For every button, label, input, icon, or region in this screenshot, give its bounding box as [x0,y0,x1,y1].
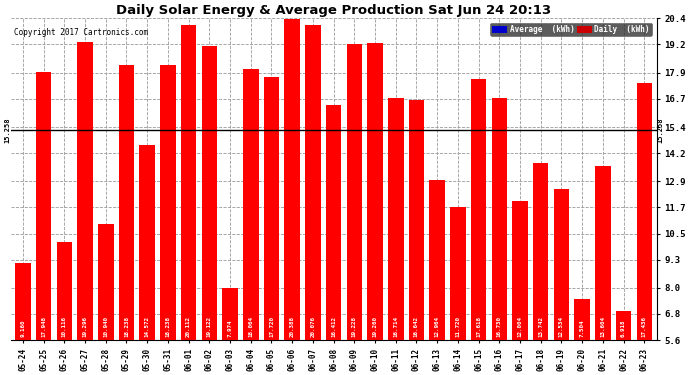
Text: 20.076: 20.076 [310,316,315,337]
Bar [471,79,486,340]
Text: 14.572: 14.572 [145,316,150,337]
Bar [222,288,238,340]
Bar [512,201,528,340]
Bar [119,65,135,340]
Bar [284,19,300,340]
Text: 16.412: 16.412 [331,316,336,337]
Text: 19.122: 19.122 [207,316,212,337]
Bar [181,25,197,340]
Title: Daily Solar Energy & Average Production Sat Jun 24 20:13: Daily Solar Energy & Average Production … [116,4,551,17]
Bar [636,83,652,340]
Bar [429,180,445,340]
Text: 10.940: 10.940 [104,316,108,337]
Bar [450,207,466,340]
Text: 12.964: 12.964 [435,316,440,337]
Bar [160,65,176,340]
Bar [243,69,259,340]
Text: 13.742: 13.742 [538,316,543,337]
Text: 17.948: 17.948 [41,316,46,337]
Text: 12.534: 12.534 [559,316,564,337]
Text: 7.974: 7.974 [228,319,233,337]
Text: Copyright 2017 Cartronics.com: Copyright 2017 Cartronics.com [14,28,148,37]
Text: 19.296: 19.296 [83,316,88,337]
Bar [367,43,383,340]
Bar [388,99,404,340]
Bar [77,42,93,340]
Text: 13.604: 13.604 [600,316,605,337]
Text: 19.228: 19.228 [352,316,357,337]
Text: 16.642: 16.642 [414,316,419,337]
Text: 11.720: 11.720 [455,316,460,337]
Bar [139,145,155,340]
Text: 15.258: 15.258 [4,117,10,143]
Bar [98,224,114,340]
Text: 19.260: 19.260 [373,316,377,337]
Bar [201,46,217,340]
Text: 20.112: 20.112 [186,316,191,337]
Bar [595,166,611,340]
Bar [346,44,362,340]
Text: 16.730: 16.730 [497,316,502,337]
Bar [553,189,569,340]
Bar [574,298,590,340]
Bar [57,242,72,340]
Text: 9.160: 9.160 [21,319,26,337]
Bar [305,26,321,340]
Bar [36,72,52,340]
Text: 18.238: 18.238 [166,316,170,337]
Text: 17.720: 17.720 [269,316,274,337]
Text: 18.238: 18.238 [124,316,129,337]
Bar [533,163,549,340]
Text: 6.918: 6.918 [621,319,626,337]
Bar [264,76,279,340]
Text: 12.004: 12.004 [518,316,522,337]
Legend: Average  (kWh), Daily  (kWh): Average (kWh), Daily (kWh) [490,23,651,36]
Text: 15.258: 15.258 [658,117,664,143]
Bar [15,262,30,340]
Bar [408,100,424,340]
Bar [615,311,631,340]
Bar [326,105,342,340]
Text: 17.436: 17.436 [642,316,647,337]
Text: 7.504: 7.504 [580,319,584,337]
Text: 16.714: 16.714 [393,316,398,337]
Bar [491,98,507,340]
Text: 20.388: 20.388 [290,316,295,337]
Text: 10.116: 10.116 [62,316,67,337]
Text: 17.618: 17.618 [476,316,481,337]
Text: 18.064: 18.064 [248,316,253,337]
